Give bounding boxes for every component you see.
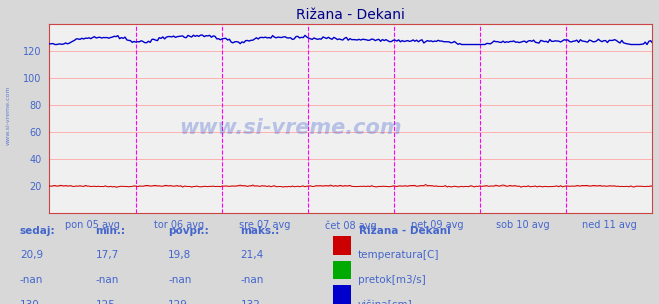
Text: 125: 125 — [96, 300, 115, 304]
Text: www.si-vreme.com: www.si-vreme.com — [179, 118, 402, 138]
Text: -nan: -nan — [20, 275, 43, 285]
Text: višina[cm]: višina[cm] — [358, 300, 413, 304]
Text: www.si-vreme.com: www.si-vreme.com — [5, 86, 11, 145]
Text: sedaj:: sedaj: — [20, 226, 55, 236]
Text: 21,4: 21,4 — [241, 250, 264, 260]
Text: min.:: min.: — [96, 226, 126, 236]
Text: -nan: -nan — [241, 275, 264, 285]
Bar — [333, 261, 351, 279]
Bar — [333, 285, 351, 304]
Text: 19,8: 19,8 — [168, 250, 191, 260]
Text: -nan: -nan — [96, 275, 119, 285]
Text: 17,7: 17,7 — [96, 250, 119, 260]
Text: 132: 132 — [241, 300, 260, 304]
Text: maks.:: maks.: — [241, 226, 280, 236]
Bar — [333, 236, 351, 255]
Title: Rižana - Dekani: Rižana - Dekani — [297, 8, 405, 22]
Text: temperatura[C]: temperatura[C] — [358, 250, 440, 260]
Text: pretok[m3/s]: pretok[m3/s] — [358, 275, 426, 285]
Text: Rižana - Dekani: Rižana - Dekani — [359, 226, 451, 236]
Text: 129: 129 — [168, 300, 188, 304]
Text: 20,9: 20,9 — [20, 250, 43, 260]
Text: 130: 130 — [20, 300, 40, 304]
Text: -nan: -nan — [168, 275, 191, 285]
Text: povpr.:: povpr.: — [168, 226, 209, 236]
